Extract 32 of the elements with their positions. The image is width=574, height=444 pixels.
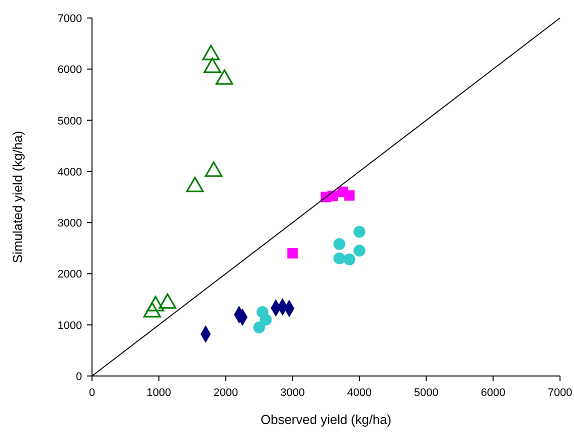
y-tick-label: 4000 xyxy=(58,166,82,178)
point xyxy=(260,314,272,326)
x-tick-label: 5000 xyxy=(414,387,439,399)
point xyxy=(354,226,366,238)
x-axis-title: Observed yield (kg/ha) xyxy=(260,412,392,427)
x-tick-label: 4000 xyxy=(347,387,372,399)
point xyxy=(186,176,204,192)
point xyxy=(333,252,346,264)
y-tick-label: 1000 xyxy=(58,320,82,332)
y-tick-label: 6000 xyxy=(58,64,82,76)
y-axis-title: Simulated yield (kg/ha) xyxy=(10,130,25,264)
y-tick-label: 3000 xyxy=(58,218,82,230)
point xyxy=(354,244,366,257)
point xyxy=(287,248,298,258)
point xyxy=(343,253,356,266)
y-tick-label: 5000 xyxy=(58,115,82,128)
x-tick-label: 3000 xyxy=(280,387,305,399)
y-tick-label: 7000 xyxy=(58,13,82,25)
x-tick-label: 0 xyxy=(88,387,96,399)
x-tick-label: 7000 xyxy=(548,387,572,399)
point xyxy=(216,69,234,85)
point xyxy=(204,58,222,74)
y-tick-label: 2000 xyxy=(58,268,82,281)
point xyxy=(202,44,220,60)
point xyxy=(204,161,222,177)
point xyxy=(344,190,355,201)
x-tick-label: 1000 xyxy=(146,387,172,399)
x-tick-label: 2000 xyxy=(213,387,238,399)
x-tick-label: 6000 xyxy=(480,387,506,399)
point xyxy=(253,322,266,334)
y-tick-label: 0 xyxy=(76,371,82,383)
point xyxy=(333,238,346,250)
